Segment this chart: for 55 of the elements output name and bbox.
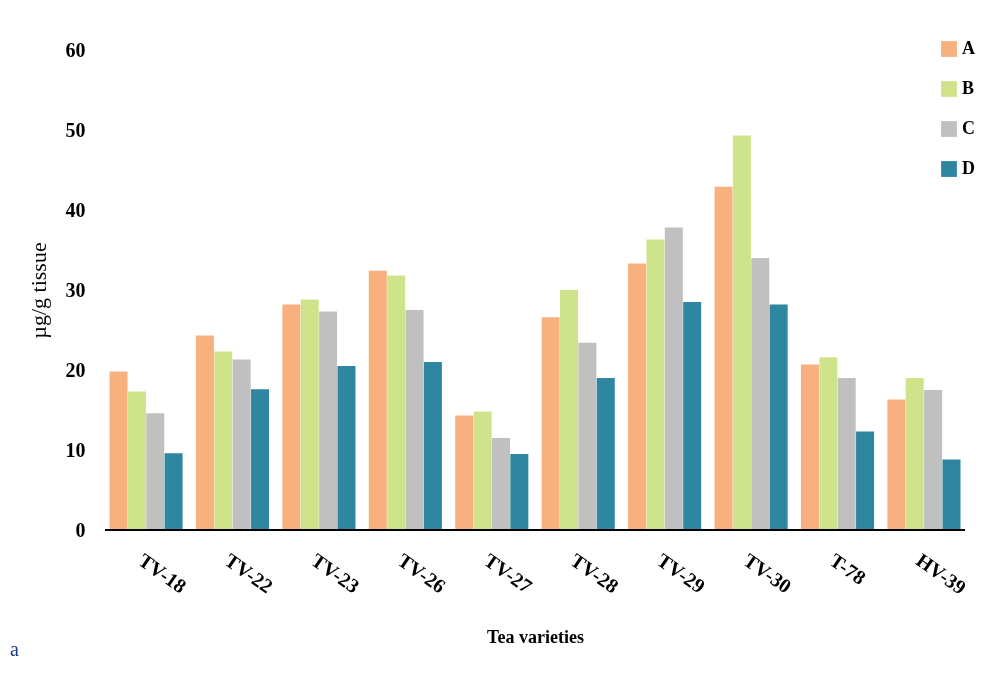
bar [195,335,214,530]
bar [455,415,474,530]
bar [282,304,301,530]
bar [146,413,165,530]
bar [473,411,492,530]
bar [164,453,183,530]
bar [837,378,856,530]
y-tick-label: 60 [65,38,86,61]
legend-label: B [962,78,975,98]
bar [732,135,751,530]
bar [664,227,683,530]
bar [819,357,838,530]
y-axis-title: µg/g tissue [25,242,51,339]
bar [856,431,875,530]
bar [405,310,424,530]
y-tick-label: 0 [75,518,86,541]
bar [541,317,560,530]
legend-label: A [962,38,975,58]
bar [109,371,128,530]
y-tick-label: 30 [65,278,86,301]
bar [683,302,702,530]
bar [232,359,251,530]
bar [769,304,788,530]
bar [578,342,597,530]
bar [127,391,146,530]
legend-label: D [962,158,975,178]
bar [368,270,387,530]
text: a [10,638,19,660]
bar [924,390,943,530]
bar [905,378,924,530]
bar [387,275,406,530]
y-tick-label: 20 [65,358,86,381]
bar [800,364,819,530]
bar [251,389,270,530]
bar [423,362,442,530]
bar [214,351,233,530]
bar [887,399,906,530]
bar [337,366,356,530]
bar [596,378,615,530]
bar [560,290,579,530]
y-tick-label: 40 [65,198,86,221]
x-tick-label: T-78 [826,548,870,589]
y-tick-label: 50 [65,118,86,141]
bar [646,239,665,530]
bar [714,186,733,530]
bar [319,311,338,530]
bar [628,263,647,530]
y-tick-label: 10 [65,438,86,461]
legend-label: C [962,118,975,138]
bar [510,454,529,530]
bar [751,258,770,530]
bar [942,459,961,530]
bar [491,438,510,530]
bar [300,299,319,530]
x-axis-title: Tea varieties [487,626,584,647]
